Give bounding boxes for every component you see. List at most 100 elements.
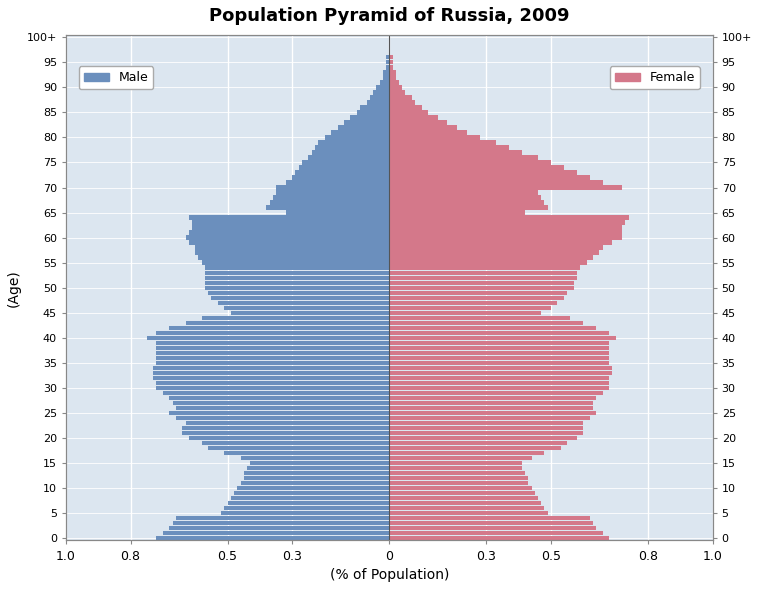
Bar bbox=[389, 130, 467, 134]
Bar bbox=[153, 370, 389, 375]
Bar bbox=[189, 230, 389, 234]
Bar bbox=[312, 150, 389, 154]
Bar bbox=[389, 380, 609, 385]
Bar bbox=[389, 306, 551, 310]
Bar bbox=[389, 150, 522, 154]
Bar bbox=[389, 406, 593, 410]
Bar bbox=[351, 115, 389, 120]
Y-axis label: (Age): (Age) bbox=[7, 269, 21, 306]
Bar bbox=[389, 336, 616, 340]
Bar bbox=[389, 105, 421, 110]
Bar bbox=[189, 216, 389, 220]
Bar bbox=[276, 190, 389, 194]
Title: Population Pyramid of Russia, 2009: Population Pyramid of Russia, 2009 bbox=[209, 7, 569, 25]
Bar bbox=[205, 266, 389, 270]
Bar bbox=[389, 521, 593, 525]
Bar bbox=[153, 366, 389, 370]
Bar bbox=[325, 135, 389, 140]
Bar bbox=[389, 340, 609, 345]
Bar bbox=[389, 421, 584, 425]
Bar bbox=[156, 340, 389, 345]
Bar bbox=[389, 55, 392, 59]
Bar bbox=[389, 310, 541, 315]
Bar bbox=[315, 145, 389, 150]
Bar bbox=[370, 95, 389, 100]
Bar bbox=[389, 441, 567, 445]
Bar bbox=[389, 466, 522, 470]
Bar bbox=[389, 416, 590, 420]
Bar bbox=[276, 186, 389, 190]
Bar bbox=[389, 200, 544, 204]
Bar bbox=[389, 256, 593, 260]
Bar bbox=[389, 360, 609, 365]
Bar bbox=[389, 346, 609, 350]
Bar bbox=[389, 80, 399, 84]
Bar bbox=[389, 471, 525, 475]
Bar bbox=[182, 426, 389, 430]
Bar bbox=[389, 125, 457, 130]
Bar bbox=[146, 336, 389, 340]
Bar bbox=[389, 135, 480, 140]
Bar bbox=[389, 536, 609, 540]
Bar bbox=[389, 461, 522, 465]
Bar bbox=[389, 456, 531, 460]
Bar bbox=[156, 380, 389, 385]
Bar bbox=[389, 85, 402, 90]
Bar bbox=[212, 296, 389, 300]
Bar bbox=[389, 170, 577, 174]
Bar bbox=[273, 196, 389, 200]
Bar bbox=[225, 451, 389, 455]
Bar bbox=[234, 491, 389, 495]
Bar bbox=[389, 65, 392, 70]
Bar bbox=[389, 276, 577, 280]
Bar bbox=[386, 55, 389, 59]
Bar bbox=[389, 90, 405, 94]
Bar bbox=[389, 486, 531, 490]
Bar bbox=[389, 451, 544, 455]
Bar bbox=[156, 356, 389, 360]
Bar bbox=[163, 531, 389, 535]
Bar bbox=[156, 360, 389, 365]
Bar bbox=[195, 250, 389, 254]
Bar bbox=[389, 180, 603, 184]
Bar bbox=[286, 210, 389, 214]
Bar bbox=[269, 200, 389, 204]
Bar bbox=[389, 366, 613, 370]
Bar bbox=[185, 421, 389, 425]
Bar bbox=[205, 276, 389, 280]
Bar bbox=[169, 411, 389, 415]
Bar bbox=[389, 100, 415, 104]
Bar bbox=[389, 186, 622, 190]
Bar bbox=[389, 386, 609, 390]
Bar bbox=[389, 531, 603, 535]
Bar bbox=[202, 441, 389, 445]
Bar bbox=[169, 396, 389, 400]
Bar bbox=[389, 95, 412, 100]
Bar bbox=[389, 216, 628, 220]
Bar bbox=[389, 75, 395, 80]
Legend: Female: Female bbox=[609, 67, 700, 90]
Bar bbox=[389, 210, 525, 214]
Bar bbox=[389, 350, 609, 355]
Bar bbox=[195, 246, 389, 250]
Bar bbox=[389, 496, 538, 500]
Bar bbox=[389, 320, 584, 325]
Bar bbox=[389, 376, 609, 380]
Bar bbox=[383, 70, 389, 74]
Bar bbox=[199, 256, 389, 260]
Bar bbox=[172, 401, 389, 405]
Bar bbox=[176, 416, 389, 420]
Bar bbox=[389, 206, 548, 210]
Bar bbox=[344, 120, 389, 124]
Bar bbox=[367, 100, 389, 104]
Bar bbox=[331, 130, 389, 134]
Bar bbox=[244, 476, 389, 480]
Bar bbox=[318, 140, 389, 144]
Bar bbox=[386, 65, 389, 70]
Bar bbox=[389, 166, 564, 170]
Bar bbox=[389, 491, 535, 495]
Bar bbox=[225, 306, 389, 310]
Bar bbox=[389, 516, 590, 520]
Bar bbox=[389, 220, 625, 224]
Bar bbox=[308, 155, 389, 160]
